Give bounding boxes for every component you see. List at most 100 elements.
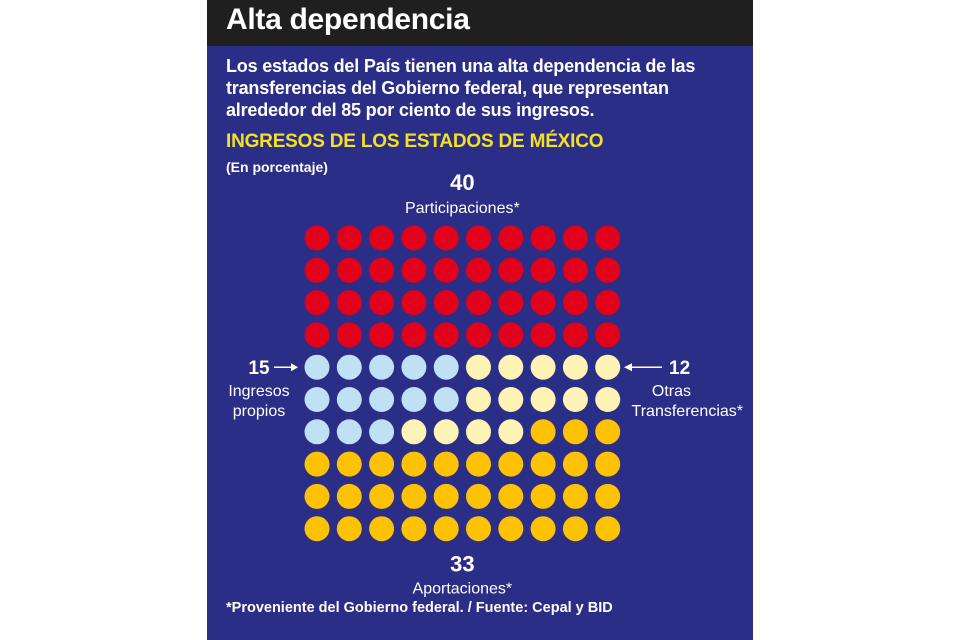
waffle-dot xyxy=(433,322,459,348)
waffle-dot xyxy=(562,419,588,445)
waffle-dot xyxy=(304,257,330,283)
waffle-dot xyxy=(595,322,621,348)
waffle-dot xyxy=(595,451,621,477)
waffle-dot xyxy=(498,451,524,477)
waffle-dot xyxy=(401,257,427,283)
value-ingresos-propios: 15 xyxy=(248,358,270,379)
waffle-dot xyxy=(530,354,556,380)
waffle-dot xyxy=(562,257,588,283)
waffle-dot xyxy=(304,354,330,380)
waffle-dot xyxy=(530,290,556,316)
chart-title: INGRESOS DE LOS ESTADOS DE MÉXICO xyxy=(226,131,604,152)
waffle-dot xyxy=(369,257,395,283)
waffle-dot xyxy=(562,516,588,542)
waffle-dot xyxy=(530,387,556,412)
waffle-dot xyxy=(433,419,459,445)
waffle-dot xyxy=(401,225,427,251)
waffle-dot xyxy=(304,516,330,542)
page-title: Alta dependencia xyxy=(226,3,470,36)
label-participaciones: Participaciones* xyxy=(405,200,520,217)
waffle-dot xyxy=(336,354,362,380)
waffle-dot xyxy=(530,225,556,251)
waffle-dot xyxy=(595,483,621,509)
waffle-dot xyxy=(336,322,362,348)
waffle-dot xyxy=(530,419,556,445)
waffle-dot xyxy=(401,322,427,348)
waffle-dot xyxy=(595,516,621,542)
waffle-dot xyxy=(304,225,330,251)
waffle-dot xyxy=(466,451,491,477)
waffle-dot xyxy=(369,419,395,445)
waffle-dot xyxy=(369,322,395,348)
waffle-dot xyxy=(304,483,330,509)
waffle-dot xyxy=(401,451,427,477)
waffle-dot xyxy=(530,257,556,283)
waffle-dot xyxy=(595,290,621,316)
waffle-dot xyxy=(433,257,459,283)
chart-subtitle: (En porcentaje) xyxy=(226,159,328,175)
waffle-dot xyxy=(466,257,491,283)
title-bar: Alta dependencia xyxy=(207,0,753,46)
label-otras-transferencias-2: Transferencias* xyxy=(632,403,743,420)
waffle-dot xyxy=(369,387,395,412)
waffle-dot xyxy=(336,225,362,251)
waffle-dot xyxy=(498,516,524,542)
waffle-dot xyxy=(466,322,491,348)
waffle-dot xyxy=(369,225,395,251)
waffle-dot xyxy=(595,354,621,380)
label-otras-transferencias-1: Otras xyxy=(652,383,691,400)
waffle-dot xyxy=(466,387,491,412)
waffle-dot xyxy=(562,354,588,380)
waffle-chart: 40 Participaciones* 33 Aportaciones* 15 Ingre… xyxy=(228,170,743,598)
waffle-dot xyxy=(401,290,427,316)
waffle-dot xyxy=(304,322,330,348)
waffle-dot xyxy=(433,290,459,316)
waffle-dot xyxy=(595,419,621,445)
waffle-dot xyxy=(304,387,330,412)
waffle-dot xyxy=(401,483,427,509)
waffle-dot xyxy=(498,225,524,251)
waffle-dot xyxy=(562,225,588,251)
label-ingresos-propios-2: propios xyxy=(233,403,285,420)
waffle-dot xyxy=(401,354,427,380)
waffle-dot xyxy=(336,387,362,412)
waffle-dot xyxy=(433,225,459,251)
waffle-dot xyxy=(336,451,362,477)
waffle-dot xyxy=(401,516,427,542)
waffle-dot xyxy=(304,451,330,477)
waffle-dot xyxy=(336,257,362,283)
waffle-dot xyxy=(498,290,524,316)
waffle-dot xyxy=(498,257,524,283)
lead-paragraph: Los estados del País tienen una alta dep… xyxy=(226,56,696,120)
waffle-dot xyxy=(304,419,330,445)
waffle-dot xyxy=(336,516,362,542)
footnote: *Proveniente del Gobierno federal. / Fue… xyxy=(226,600,613,616)
waffle-dot xyxy=(530,516,556,542)
value-otras-transferencias: 12 xyxy=(669,358,690,379)
waffle-dot xyxy=(369,516,395,542)
waffle-dot xyxy=(304,290,330,316)
waffle-dot xyxy=(562,322,588,348)
waffle-dot xyxy=(433,483,459,509)
waffle-dot xyxy=(466,290,491,316)
label-aportaciones: Aportaciones* xyxy=(413,581,513,598)
waffle-dot xyxy=(433,354,459,380)
waffle-dot xyxy=(466,419,491,445)
waffle-dot xyxy=(336,483,362,509)
waffle-dot xyxy=(401,419,427,445)
waffle-dot xyxy=(369,290,395,316)
value-aportaciones: 33 xyxy=(450,552,474,577)
waffle-dot xyxy=(498,354,524,380)
waffle-dot xyxy=(433,516,459,542)
waffle-dot xyxy=(595,257,621,283)
arrow-otras-icon xyxy=(624,363,632,372)
waffle-dot xyxy=(530,483,556,509)
waffle-dot xyxy=(369,451,395,477)
waffle-dot xyxy=(498,387,524,412)
waffle-dot xyxy=(595,387,621,412)
waffle-dot xyxy=(530,451,556,477)
arrow-ingresos-icon xyxy=(291,363,298,372)
waffle-dot xyxy=(562,387,588,412)
waffle-dot xyxy=(466,483,491,509)
waffle-dot xyxy=(336,290,362,316)
